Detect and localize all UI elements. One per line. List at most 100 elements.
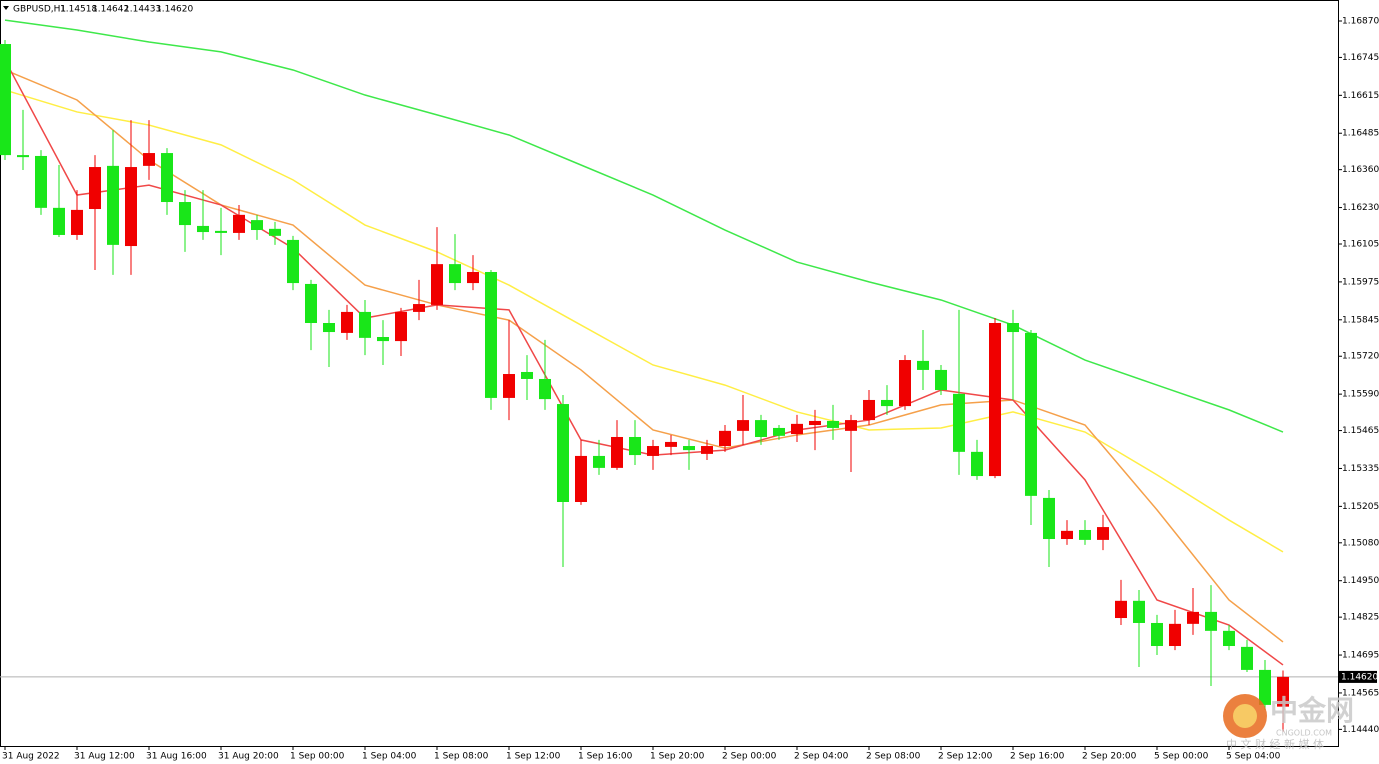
candle-body [701,446,713,454]
candle-body [611,436,623,468]
candle-body [215,230,227,233]
candle-body [719,430,731,447]
candle-body [395,311,407,342]
y-tick-label: 1.15335 [1342,464,1379,474]
logo-inner [1233,704,1257,728]
candle-body [431,264,443,305]
candle-body [683,446,695,451]
candle-body [143,153,155,166]
y-tick-label: 1.16105 [1342,240,1379,250]
x-tick-label: 2 Sep 20:00 [1082,752,1137,762]
candle-body [881,399,893,407]
moving-average [4,19,1284,433]
price-label: 1.14620 [1341,672,1378,682]
candle-body [53,207,65,235]
candle-body [197,225,209,233]
y-tick-label: 1.14825 [1342,613,1379,623]
candle-body [1223,630,1235,647]
candle-body [125,167,137,247]
y-tick-label: 1.16870 [1342,16,1379,26]
y-tick-label: 1.16360 [1342,165,1379,175]
ohlc-open: 1.14518 [60,5,97,15]
x-tick-label: 1 Sep 08:00 [434,752,489,762]
y-tick-label: 1.15845 [1342,315,1379,325]
candle-body [71,209,83,235]
y-tick-label: 1.15975 [1342,277,1379,287]
candle-body [1007,323,1019,333]
candle-body [863,399,875,421]
watermark-brand: 中金网 [1270,694,1354,727]
candle-body [827,420,839,428]
candle-body [1277,676,1289,707]
x-tick-label: 2 Sep 16:00 [1010,752,1065,762]
x-tick-label: 1 Sep 12:00 [506,752,561,762]
candle-body [107,165,119,245]
x-tick-label: 2 Sep 08:00 [866,752,921,762]
candle-body [953,393,965,452]
x-tick-label: 1 Sep 20:00 [650,752,705,762]
x-tick-label: 31 Aug 16:00 [146,752,207,762]
candle-body [1115,600,1127,619]
candle-body [1097,527,1109,540]
candle-body [359,311,371,338]
axes: 1.16870 1.16745 1.16615 1.16485 1.16360 1.162… [0,16,1379,762]
y-tick-label: 1.15590 [1342,390,1379,400]
x-tick-label: 2 Sep 04:00 [794,752,849,762]
ohlc-low: 1.14433 [124,5,161,15]
moving-average [4,89,1284,553]
candle-body [989,323,1001,477]
candle-body [1151,622,1163,647]
x-tick-label: 2 Sep 12:00 [938,752,993,762]
candle-body [269,228,281,236]
watermark-site: CNGOLD.COM [1276,729,1332,738]
watermark: 中金网 CNGOLD.COM 中 文 财 经 新 媒 体 [1223,694,1354,751]
candle-body [89,167,101,210]
candle-body [1079,529,1091,540]
y-tick-label: 1.14950 [1342,576,1379,586]
candle-body [1133,600,1145,623]
candle-body [575,455,587,502]
candle-body [755,420,767,437]
candle-body [1241,646,1253,670]
candle-body [323,323,335,333]
x-tick-label: 5 Sep 00:00 [1154,752,1209,762]
overlay: GBPUSD,H1 1.14518 1.14642 1.14433 1.1462… [3,5,1354,751]
x-tick-label: 31 Aug 12:00 [74,752,135,762]
candle-body [161,153,173,203]
symbol: GBPUSD,H1 [13,5,66,15]
watermark-tagline: 中 文 财 经 新 媒 体 [1226,737,1324,751]
candle-body [485,271,497,398]
candle-body [467,271,479,284]
candle-body [917,360,929,370]
candle-body [557,404,569,502]
candle-body [377,336,389,342]
y-tick-label: 1.16485 [1342,129,1379,139]
candle-body [521,371,533,379]
candle-body [1043,497,1055,540]
candle-body [899,360,911,407]
y-tick-label: 1.16230 [1342,203,1379,213]
x-tick-label: 31 Aug 20:00 [218,752,279,762]
y-tick-label: 1.16745 [1342,53,1379,63]
candle-body [935,369,947,391]
y-tick-label: 1.15080 [1342,538,1379,548]
ohlc-high: 1.14642 [92,5,129,15]
y-tick-label: 1.15720 [1342,352,1379,362]
candle-body [1259,669,1271,705]
menu-arrow[interactable] [3,6,9,10]
candle-body [593,455,605,468]
x-tick-label: 1 Sep 16:00 [578,752,633,762]
candle-body [233,214,245,233]
candle-body [1187,611,1199,624]
candle-body [647,446,659,456]
candle-body [503,374,515,398]
y-tick-label: 1.14695 [1342,651,1379,661]
candle-body [791,423,803,435]
candle-body [1169,623,1181,647]
price-label-box [1339,670,1377,683]
candle-body [845,420,857,431]
candle-body [773,427,785,436]
